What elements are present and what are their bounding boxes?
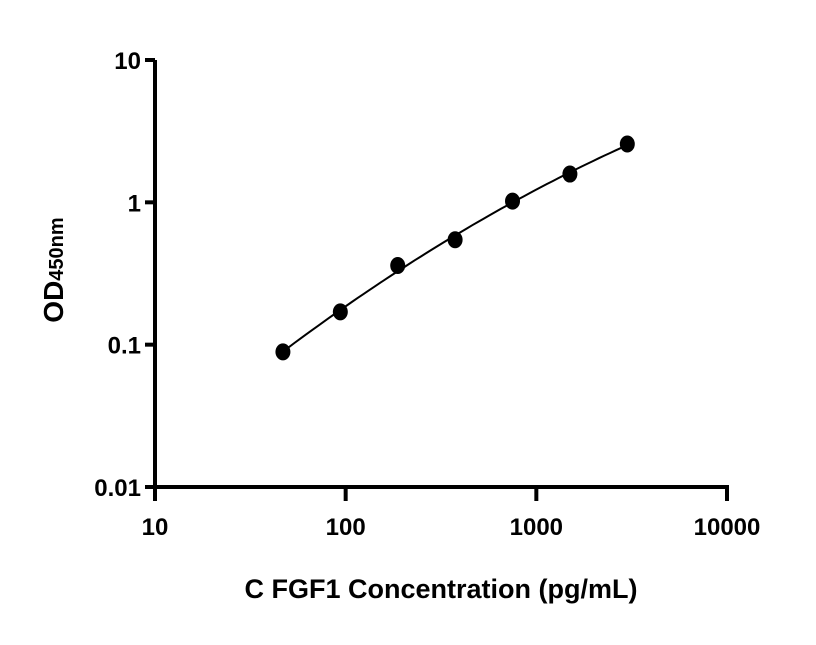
axes: 0.01 0.1 1 10 10 100 1000 10000 xyxy=(94,48,760,541)
data-points xyxy=(275,135,635,361)
data-point xyxy=(390,256,406,274)
y-axis-label-main: OD xyxy=(38,281,69,323)
y-tick-label: 10 xyxy=(114,48,141,75)
data-point xyxy=(332,303,348,321)
y-tick-label: 1 xyxy=(128,190,141,217)
data-point xyxy=(505,192,521,210)
y-axis-label: OD450nm xyxy=(38,217,69,322)
x-axis-label: C FGF1 Concentration (pg/mL) xyxy=(245,574,638,604)
x-tick-label: 10000 xyxy=(694,514,761,541)
data-point xyxy=(619,135,635,153)
y-tick-label: 0.1 xyxy=(108,333,141,360)
data-point xyxy=(275,343,291,361)
data-point xyxy=(562,165,578,183)
x-tick-label: 10 xyxy=(142,514,169,541)
y-axis-label-sub: 450nm xyxy=(46,217,68,280)
data-point xyxy=(447,231,463,249)
x-tick-label: 100 xyxy=(326,514,366,541)
x-tick-label: 1000 xyxy=(510,514,563,541)
y-tick-label: 0.01 xyxy=(94,475,141,502)
